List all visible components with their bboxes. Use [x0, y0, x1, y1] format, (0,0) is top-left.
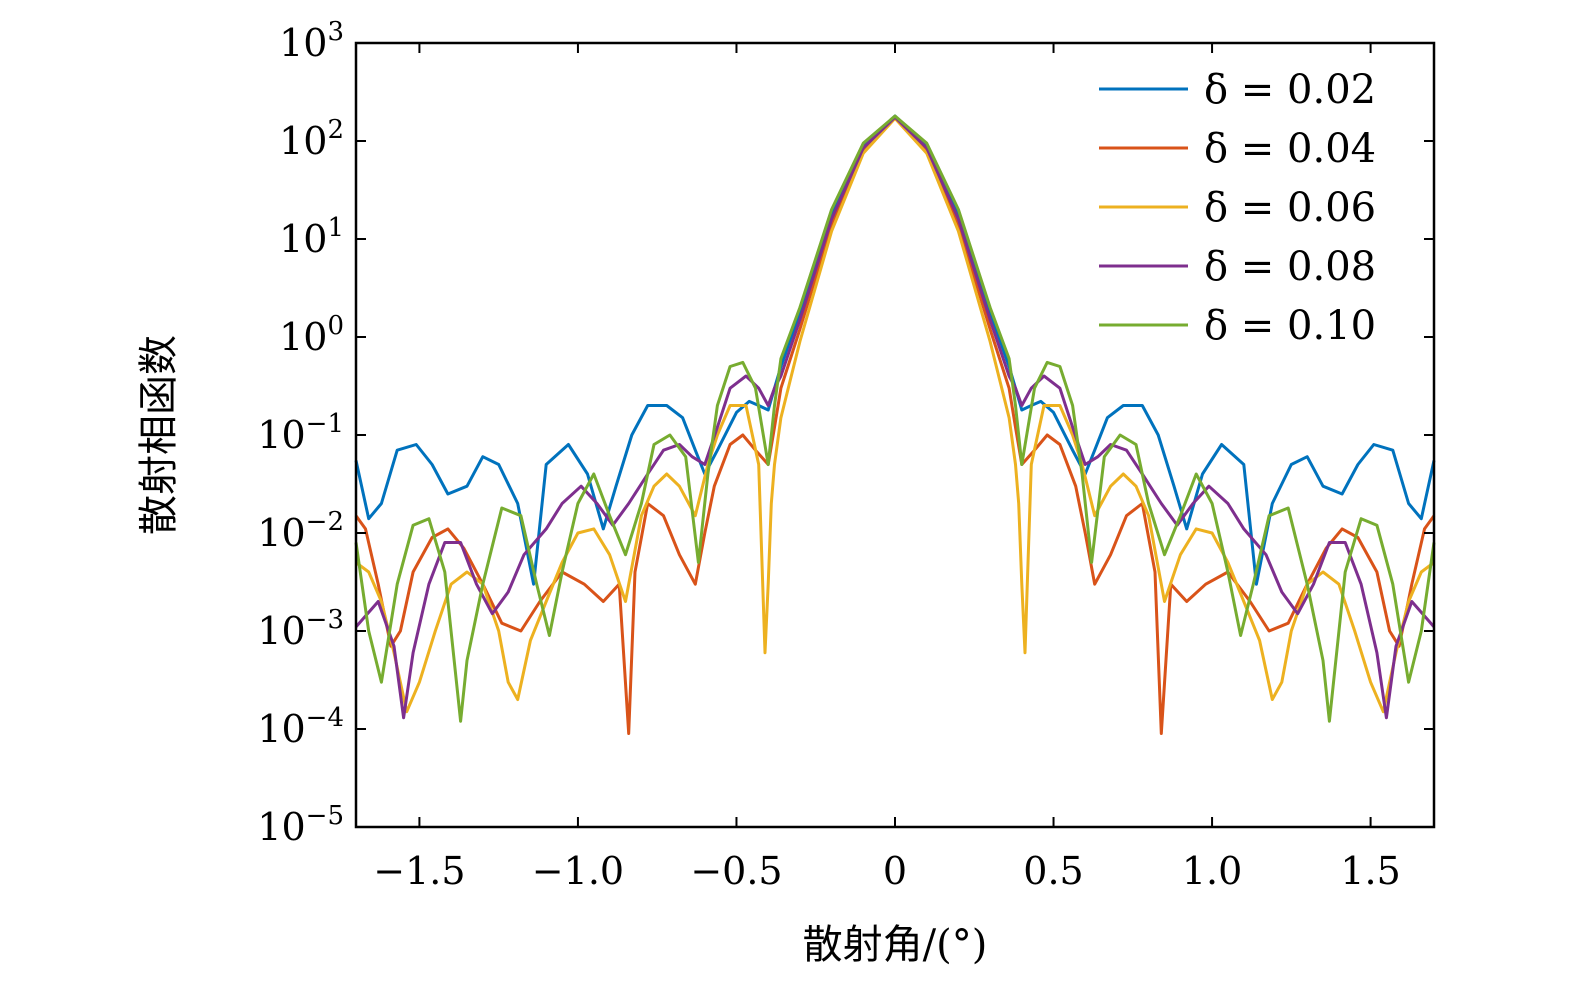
y-tick-label: 10−1	[257, 409, 344, 457]
x-tick-label: 1.5	[1340, 849, 1400, 893]
x-tick-label: 0	[883, 849, 907, 893]
legend-label: δ = 0.04	[1204, 126, 1376, 172]
y-tick-label: 102	[279, 115, 344, 163]
y-tick-label: 101	[279, 213, 344, 261]
y-axis: 10−5 10−4 10−3 10−2 10−1 100 101 102 103	[257, 17, 1434, 849]
x-axis: −1.5 −1.0 −0.5 0 0.5 1.0 1.5	[373, 43, 1401, 893]
legend-label: δ = 0.08	[1204, 244, 1376, 290]
x-tick-label: 1.0	[1182, 849, 1242, 893]
series-line-4	[354, 114, 1436, 723]
series-curves	[354, 114, 1436, 735]
legend-label: δ = 0.10	[1204, 303, 1376, 349]
y-tick-label: 10−5	[257, 801, 344, 849]
x-tick-label: −1.0	[532, 849, 624, 893]
y-tick-label: 10−2	[257, 507, 344, 555]
y-tick-label: 100	[279, 311, 344, 359]
legend-label: δ = 0.02	[1204, 67, 1376, 113]
y-tick-label: 10−4	[257, 703, 344, 751]
legend: δ = 0.02 δ = 0.04 δ = 0.06 δ = 0.08 δ = 0.10	[1099, 67, 1376, 349]
x-tick-label: 0.5	[1023, 849, 1083, 893]
legend-label: δ = 0.06	[1204, 185, 1376, 231]
x-tick-label: −0.5	[690, 849, 782, 893]
x-tick-label: −1.5	[373, 849, 465, 893]
y-axis-label: 散射相函数	[136, 335, 182, 535]
y-tick-label: 10−3	[257, 605, 344, 653]
x-axis-label: 散射角/(°)	[803, 922, 988, 968]
y-tick-label: 103	[279, 17, 344, 65]
